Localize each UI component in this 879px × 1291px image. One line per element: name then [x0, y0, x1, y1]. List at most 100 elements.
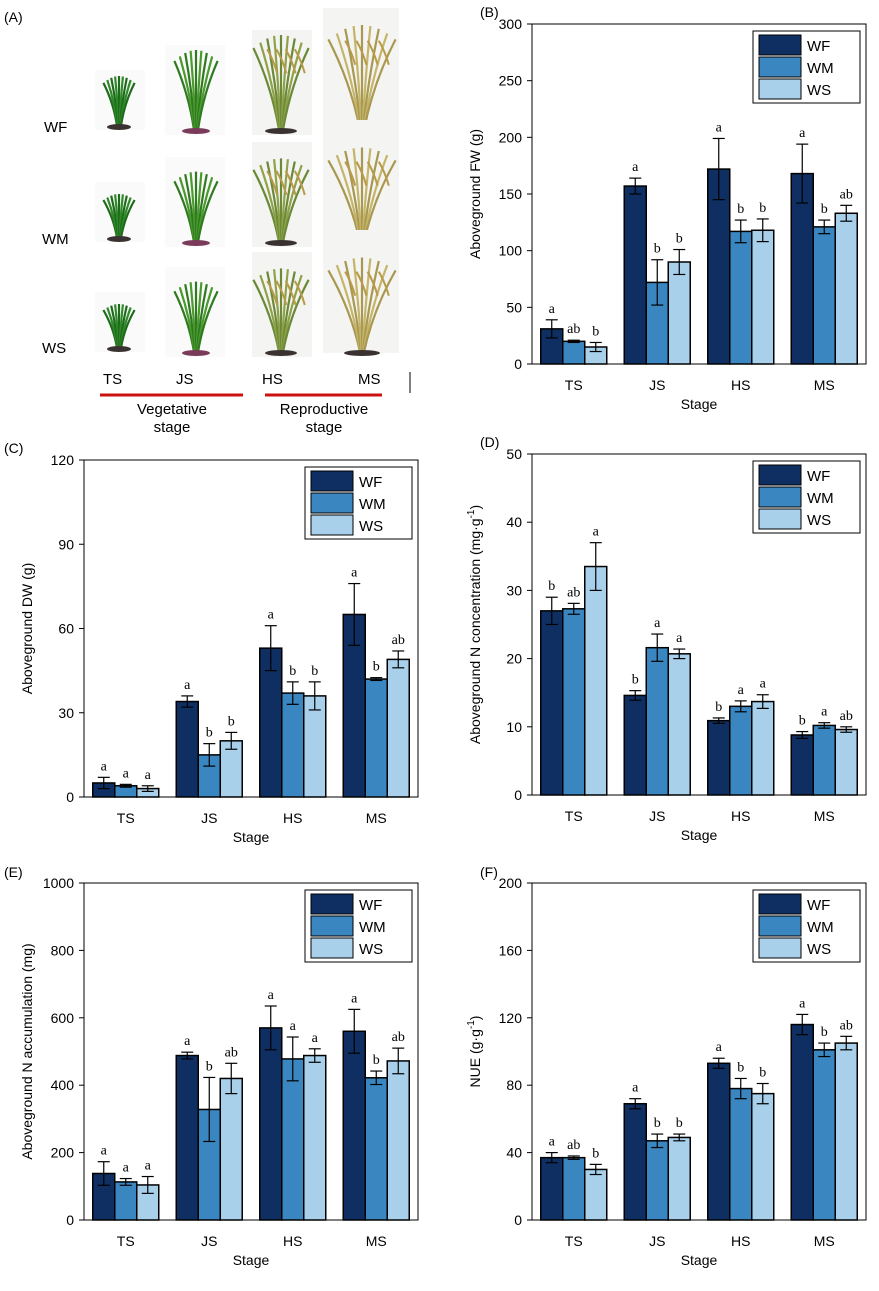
bar-ws [751, 229, 775, 365]
chart-f-frame [531, 882, 867, 1221]
bar-wm [562, 608, 586, 796]
significance-letter: a [268, 988, 275, 1003]
significance-letter: b [228, 714, 235, 729]
legend-swatch-wf [310, 893, 354, 915]
legend-swatch-wm [758, 915, 802, 937]
y-tick-label: 100 [499, 243, 523, 259]
y-tick-label: 50 [506, 446, 522, 462]
significance-letter: a [351, 991, 358, 1006]
x-axis-title: Stage [681, 1252, 718, 1268]
significance-letter: a [549, 1135, 556, 1150]
y-tick-label: 90 [58, 536, 74, 552]
significance-letter: ab [840, 1018, 853, 1033]
y-tick-label: 1000 [43, 875, 74, 891]
y-tick-label: 120 [51, 452, 75, 468]
legend-swatch-ws [310, 937, 354, 959]
bar-ws [834, 728, 858, 796]
x-tick-label: HS [283, 810, 302, 826]
y-axis-title: Aboveground DW (g) [19, 563, 35, 695]
y-tick-label: 0 [514, 1212, 522, 1228]
significance-letter: a [145, 1159, 152, 1174]
y-tick-label: 600 [51, 1010, 75, 1026]
chart-e: (E) 0 200 400 600 800 1000 Aboveground N accumu… [4, 864, 419, 1268]
x-tick-label: HS [731, 377, 750, 393]
chart-d-panel-label: (D) [480, 434, 499, 450]
bar-wf [175, 1054, 199, 1221]
y-tick-label: 200 [51, 1145, 75, 1161]
bar-wf [540, 610, 564, 796]
x-tick-label: JS [649, 1233, 665, 1249]
significance-letter: b [759, 1066, 766, 1081]
y-tick-label: 200 [499, 875, 523, 891]
x-tick-label: JS [649, 377, 665, 393]
significance-letter: a [632, 160, 639, 175]
legend-label-wm: WM [359, 496, 386, 513]
bar-wm [812, 724, 836, 796]
significance-letter: b [592, 324, 599, 339]
significance-letter: ab [567, 585, 580, 600]
y-tick-label: 150 [499, 186, 523, 202]
bar-wm [364, 678, 388, 798]
significance-letter: b [654, 1116, 661, 1131]
bar-ws [751, 1092, 775, 1221]
bar-ws [584, 565, 608, 796]
bar-wm [729, 705, 753, 796]
bar-ws [386, 1060, 410, 1221]
legend-label-ws: WS [359, 518, 383, 535]
significance-letter: a [821, 705, 828, 720]
x-tick-label: MS [814, 377, 835, 393]
y-tick-label: 40 [506, 1145, 522, 1161]
x-axis-title: Stage [233, 1252, 270, 1268]
bar-wf [623, 694, 647, 796]
legend-swatch-wm [310, 492, 354, 514]
y-tick-label: 120 [499, 1010, 523, 1026]
significance-letter: a [654, 616, 661, 631]
x-tick-label: JS [201, 810, 217, 826]
x-tick-label: TS [565, 1233, 583, 1249]
significance-letter: b [206, 726, 213, 741]
x-axis-title: Stage [681, 827, 718, 843]
significance-letter: a [184, 1034, 191, 1049]
x-tick-label: JS [649, 808, 665, 824]
y-tick-label: 10 [506, 719, 522, 735]
bar-ws [667, 1136, 691, 1221]
x-axis-title: Stage [233, 829, 270, 845]
bar-wm [812, 1049, 836, 1221]
significance-letter: a [351, 566, 358, 581]
y-tick-label: 0 [514, 787, 522, 803]
bar-ws [303, 1054, 327, 1221]
significance-letter: b [373, 1053, 380, 1068]
y-axis-title-end: ) [467, 505, 483, 510]
significance-letter: a [799, 996, 806, 1011]
y-axis-title-sup: -1 [466, 509, 477, 518]
bar-ws [303, 695, 327, 798]
legend-swatch-wm [758, 56, 802, 78]
significance-letter: b [592, 1146, 599, 1161]
x-tick-label: MS [814, 1233, 835, 1249]
significance-letter: ab [567, 1138, 580, 1153]
bar-ws [667, 653, 691, 796]
y-tick-label: 0 [66, 789, 74, 805]
significance-letter: b [759, 201, 766, 216]
chart-b: (B) 0 50 100 150 200 250 300 Aboveground FW (g) T… [467, 4, 867, 412]
bar-ws [834, 1042, 858, 1221]
legend-swatch-wm [758, 486, 802, 508]
chart-d: (D) 0 10 20 30 40 50 Aboveground N concentratio… [466, 434, 867, 843]
significance-letter: a [760, 677, 767, 692]
bar-wm [729, 230, 753, 365]
significance-letter: b [632, 673, 639, 688]
significance-letter: a [123, 766, 130, 781]
y-axis-title: NUE (g·g-1) [466, 1016, 483, 1088]
legend-label-wm: WM [359, 919, 386, 936]
x-tick-label: HS [283, 1233, 302, 1249]
significance-letter: a [738, 683, 745, 698]
significance-letter: b [676, 1116, 683, 1131]
bar-ws [834, 212, 858, 365]
legend-label-wf: WF [359, 897, 382, 914]
bar-wf [342, 1030, 366, 1221]
y-axis-title: Aboveground N accumulation (mg) [19, 943, 35, 1159]
bar-wm [645, 1140, 669, 1221]
